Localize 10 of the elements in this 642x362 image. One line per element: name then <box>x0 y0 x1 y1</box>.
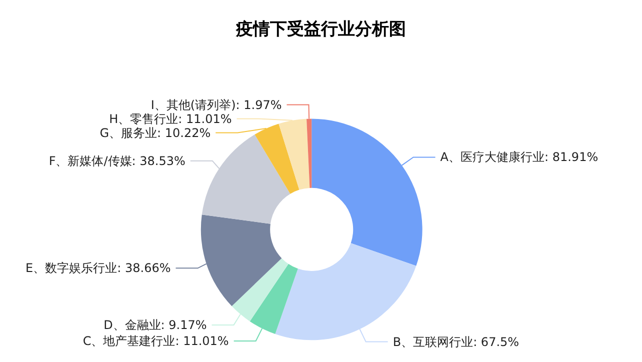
slice-label: B、互联网行业: 67.5% <box>392 334 520 349</box>
slice-label: A、医疗大健康行业: 81.91% <box>440 150 598 164</box>
slice-label: E、数字娱乐行业: 38.66% <box>26 261 171 276</box>
slice-label: H、零售行业: 11.01% <box>109 112 232 126</box>
slice-label: G、服务业: 10.22% <box>100 126 211 140</box>
chart-title: 疫情下受益行业分析图 <box>235 20 406 40</box>
slice-label: F、新媒体/传媒: 38.53% <box>48 154 186 168</box>
slice-label: C、地产基建行业: 11.01% <box>82 334 229 348</box>
slice-label: D、金融业: 9.17% <box>104 318 207 332</box>
slice-label: I、其他(请列举): 1.97% <box>150 98 282 112</box>
